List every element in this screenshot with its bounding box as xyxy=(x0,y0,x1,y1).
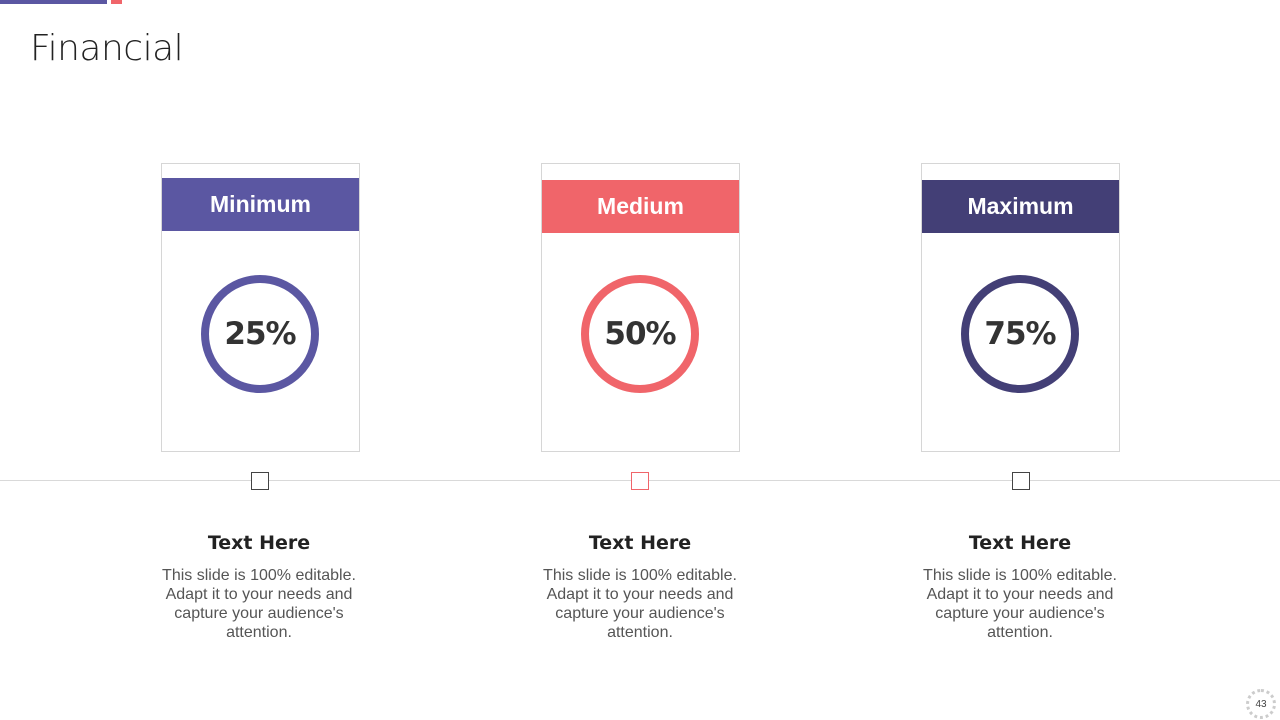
page-title: Financial xyxy=(30,28,184,69)
timeline-marker xyxy=(1012,472,1030,490)
card-header: Maximum xyxy=(922,180,1119,233)
timeline-marker xyxy=(251,472,269,490)
text-heading: Text Here xyxy=(207,532,311,554)
text-heading: Text Here xyxy=(968,532,1072,554)
percent-ring: 25% xyxy=(201,275,319,393)
percent-ring: 75% xyxy=(961,275,1079,393)
text-body: This slide is 100% editable. Adapt it to… xyxy=(162,567,356,641)
card-maximum: Maximum 75% xyxy=(921,163,1120,452)
text-body: This slide is 100% editable. Adapt it to… xyxy=(543,567,737,641)
timeline-marker xyxy=(631,472,649,490)
card-header: Medium xyxy=(542,180,739,233)
accent-bar xyxy=(0,0,107,4)
accent-bar-small xyxy=(111,0,122,4)
text-block: Text Here This slide is 100% editable. A… xyxy=(920,532,1120,642)
text-body: This slide is 100% editable. Adapt it to… xyxy=(923,567,1117,641)
card-minimum: Minimum 25% xyxy=(161,163,360,452)
text-heading: Text Here xyxy=(588,532,692,554)
card-medium: Medium 50% xyxy=(541,163,740,452)
text-block: Text Here This slide is 100% editable. A… xyxy=(540,532,740,642)
page-number: 43 xyxy=(1246,689,1276,719)
card-header: Minimum xyxy=(162,178,359,231)
text-block: Text Here This slide is 100% editable. A… xyxy=(159,532,359,642)
percent-ring: 50% xyxy=(581,275,699,393)
